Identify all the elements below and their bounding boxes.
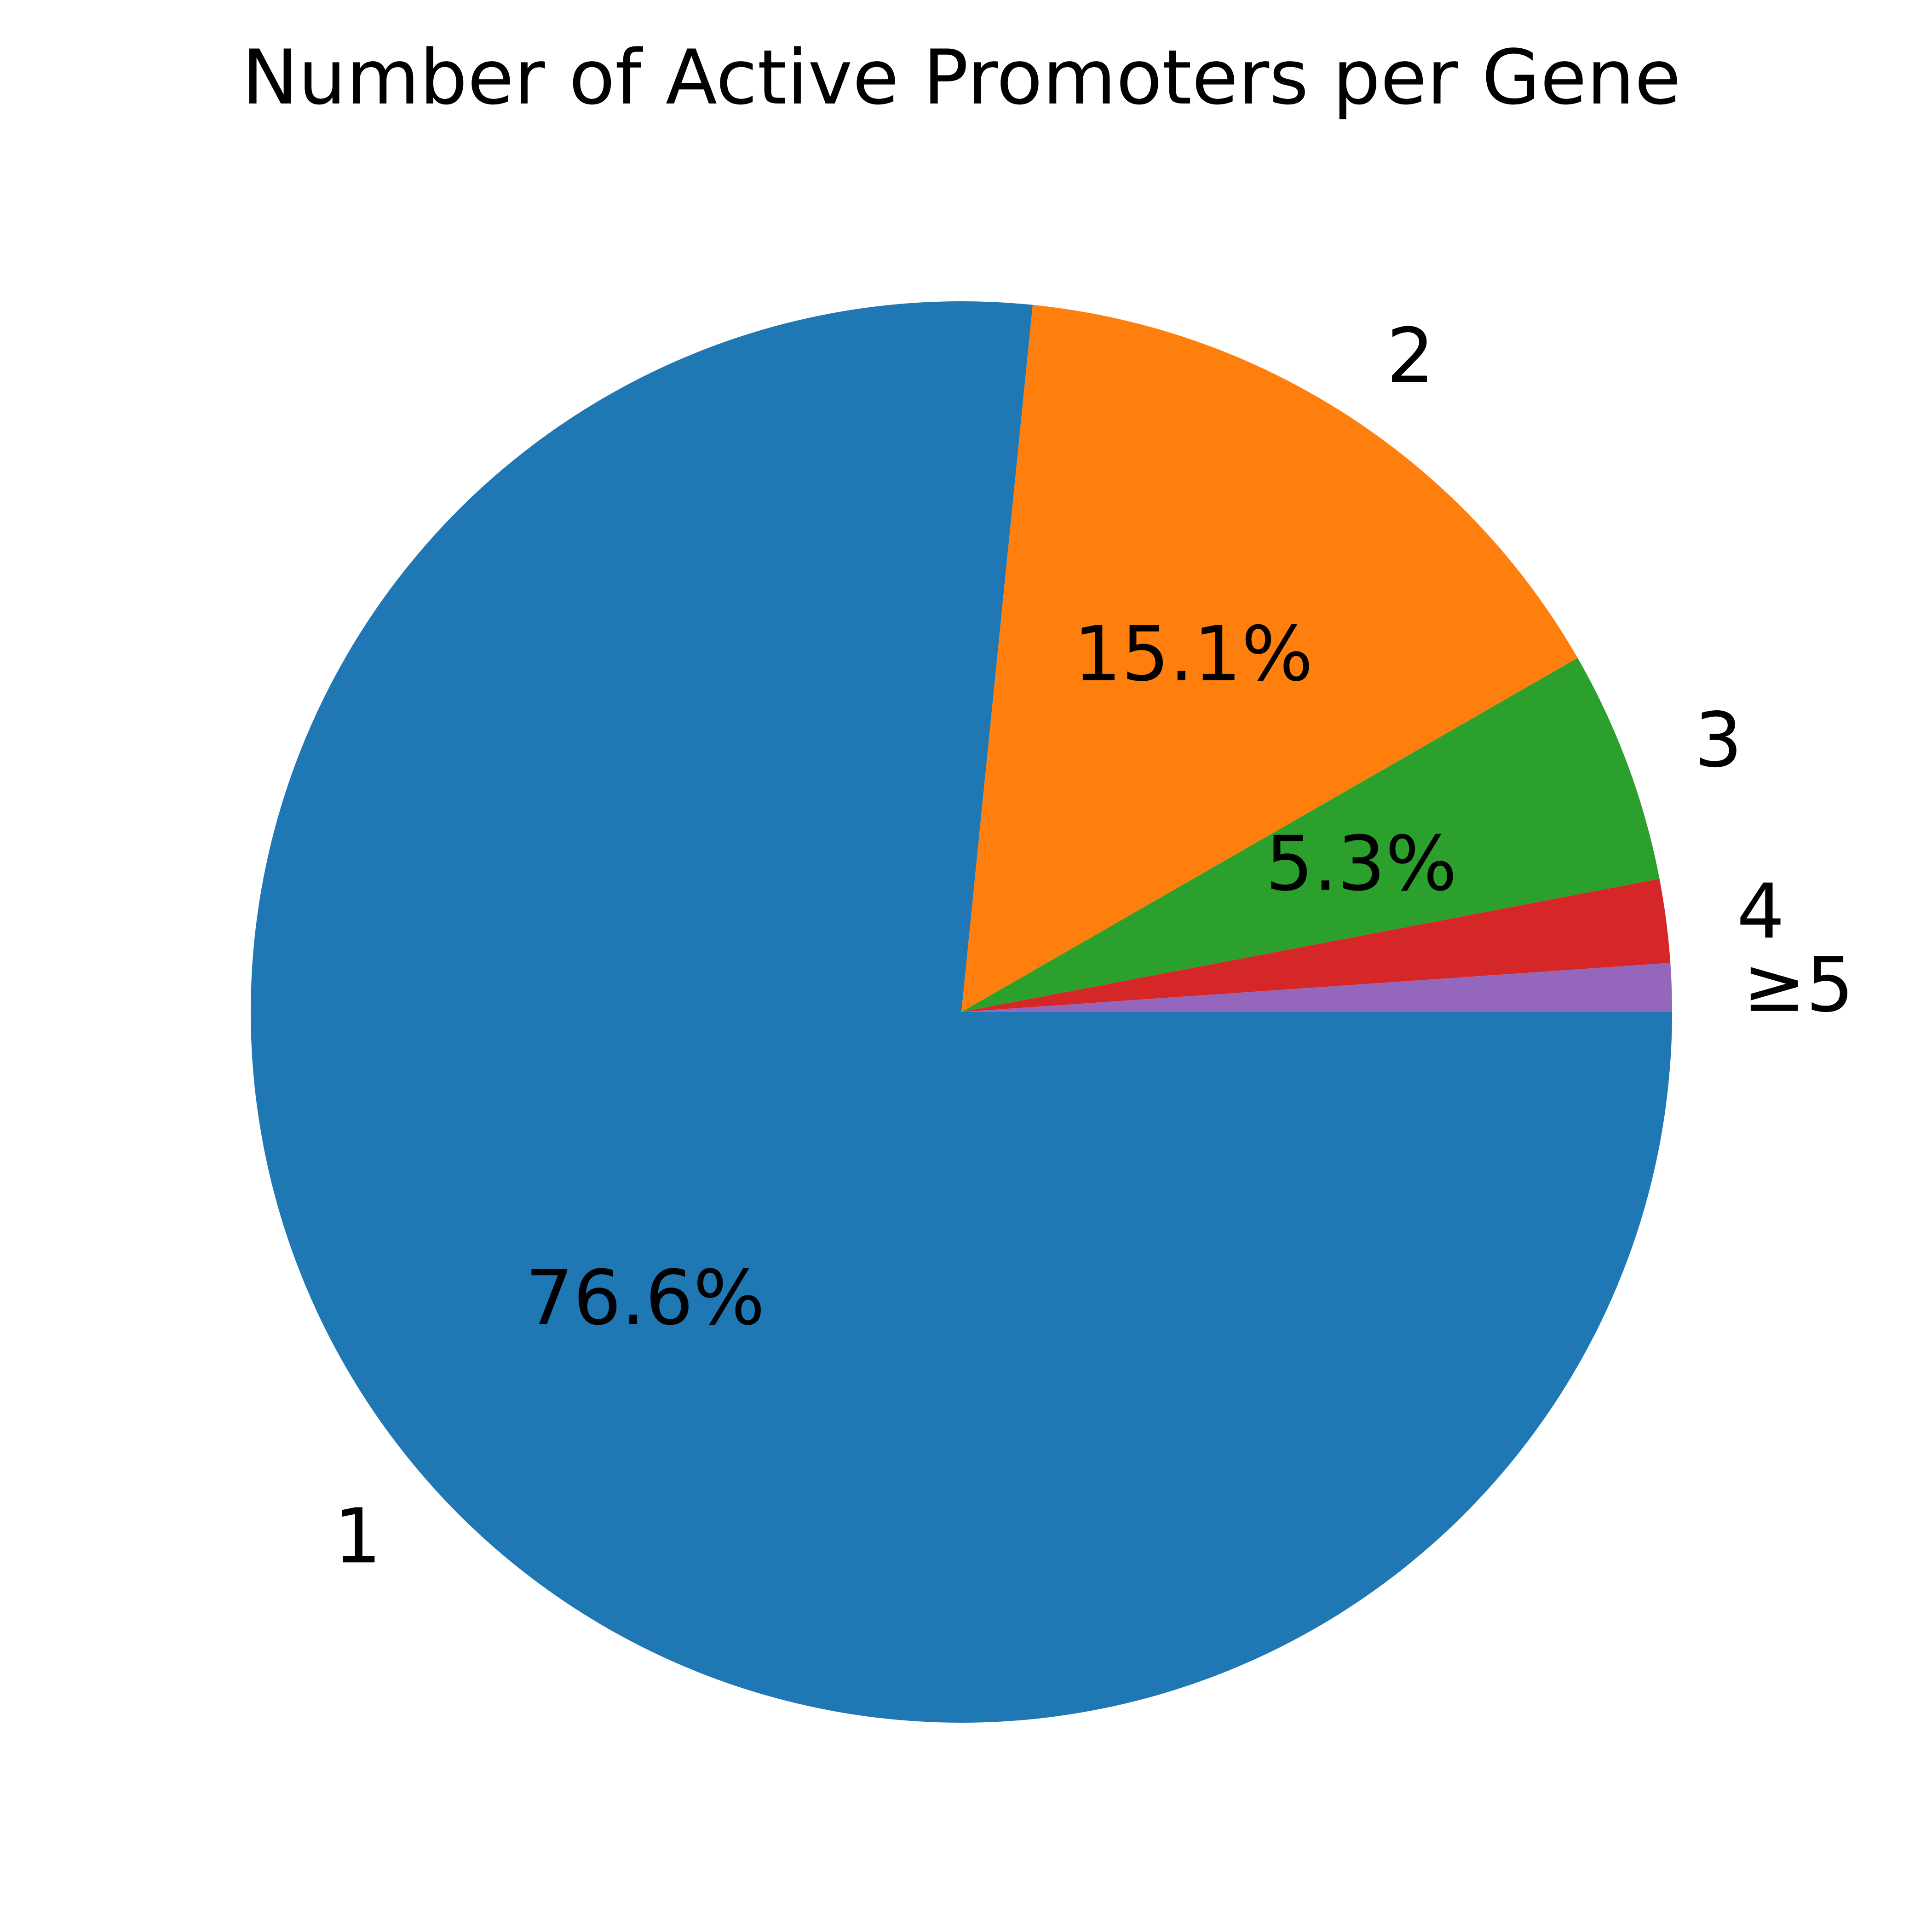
pie-slice-2 bbox=[961, 305, 1578, 1012]
slice-label-5: ≥5 bbox=[1742, 941, 1854, 1029]
chart-title: Number of Active Promoters per Gene bbox=[242, 34, 1681, 121]
slice-label-2: 2 bbox=[1386, 312, 1434, 400]
pie-labels: 1 76.6% 2 15.1% 3 5.3% 4≥5 bbox=[334, 312, 1854, 1580]
pie-slice-4 bbox=[961, 879, 1671, 1012]
slice-pct-label-3: 5.3% bbox=[1265, 820, 1457, 908]
slice-label-4: 4 bbox=[1736, 868, 1784, 955]
slice-pct-label-1: 76.6% bbox=[525, 1254, 765, 1342]
pie-slice-5 bbox=[961, 963, 1672, 1012]
slice-label-1: 1 bbox=[334, 1492, 381, 1580]
pie-slices bbox=[250, 301, 1672, 1723]
pie-slice-3 bbox=[961, 658, 1660, 1012]
slice-pct-label-2: 15.1% bbox=[1074, 610, 1313, 698]
slice-label-3: 3 bbox=[1695, 696, 1742, 784]
